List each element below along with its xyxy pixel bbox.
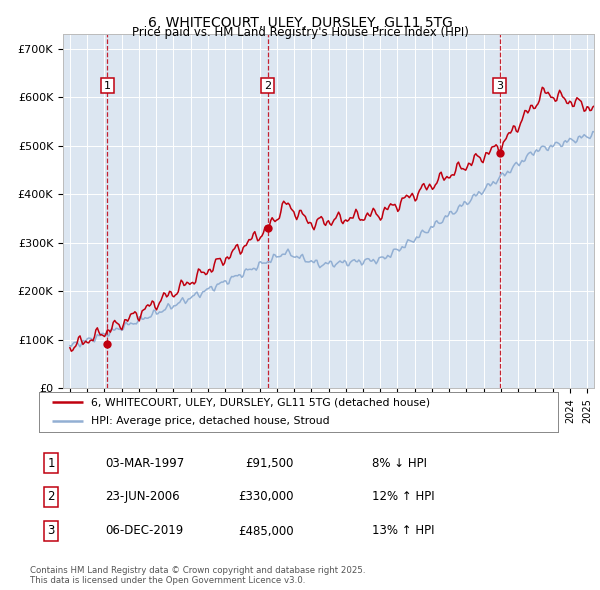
Text: £91,500: £91,500 xyxy=(245,457,294,470)
Text: 6, WHITECOURT, ULEY, DURSLEY, GL11 5TG: 6, WHITECOURT, ULEY, DURSLEY, GL11 5TG xyxy=(148,16,452,30)
Text: 3: 3 xyxy=(496,81,503,90)
Text: 3: 3 xyxy=(47,525,55,537)
Text: 8% ↓ HPI: 8% ↓ HPI xyxy=(372,457,427,470)
Text: 06-DEC-2019: 06-DEC-2019 xyxy=(105,525,183,537)
Text: 03-MAR-1997: 03-MAR-1997 xyxy=(105,457,184,470)
Text: 1: 1 xyxy=(47,457,55,470)
Text: 6, WHITECOURT, ULEY, DURSLEY, GL11 5TG (detached house): 6, WHITECOURT, ULEY, DURSLEY, GL11 5TG (… xyxy=(91,397,430,407)
Text: HPI: Average price, detached house, Stroud: HPI: Average price, detached house, Stro… xyxy=(91,417,329,427)
Text: 13% ↑ HPI: 13% ↑ HPI xyxy=(372,525,434,537)
Text: 2: 2 xyxy=(47,490,55,503)
Text: 12% ↑ HPI: 12% ↑ HPI xyxy=(372,490,434,503)
Text: 23-JUN-2006: 23-JUN-2006 xyxy=(105,490,179,503)
Text: Contains HM Land Registry data © Crown copyright and database right 2025.
This d: Contains HM Land Registry data © Crown c… xyxy=(30,566,365,585)
Text: Price paid vs. HM Land Registry's House Price Index (HPI): Price paid vs. HM Land Registry's House … xyxy=(131,26,469,39)
Text: £330,000: £330,000 xyxy=(239,490,294,503)
Text: £485,000: £485,000 xyxy=(238,525,294,537)
Text: 2: 2 xyxy=(264,81,271,90)
Text: 1: 1 xyxy=(104,81,111,90)
